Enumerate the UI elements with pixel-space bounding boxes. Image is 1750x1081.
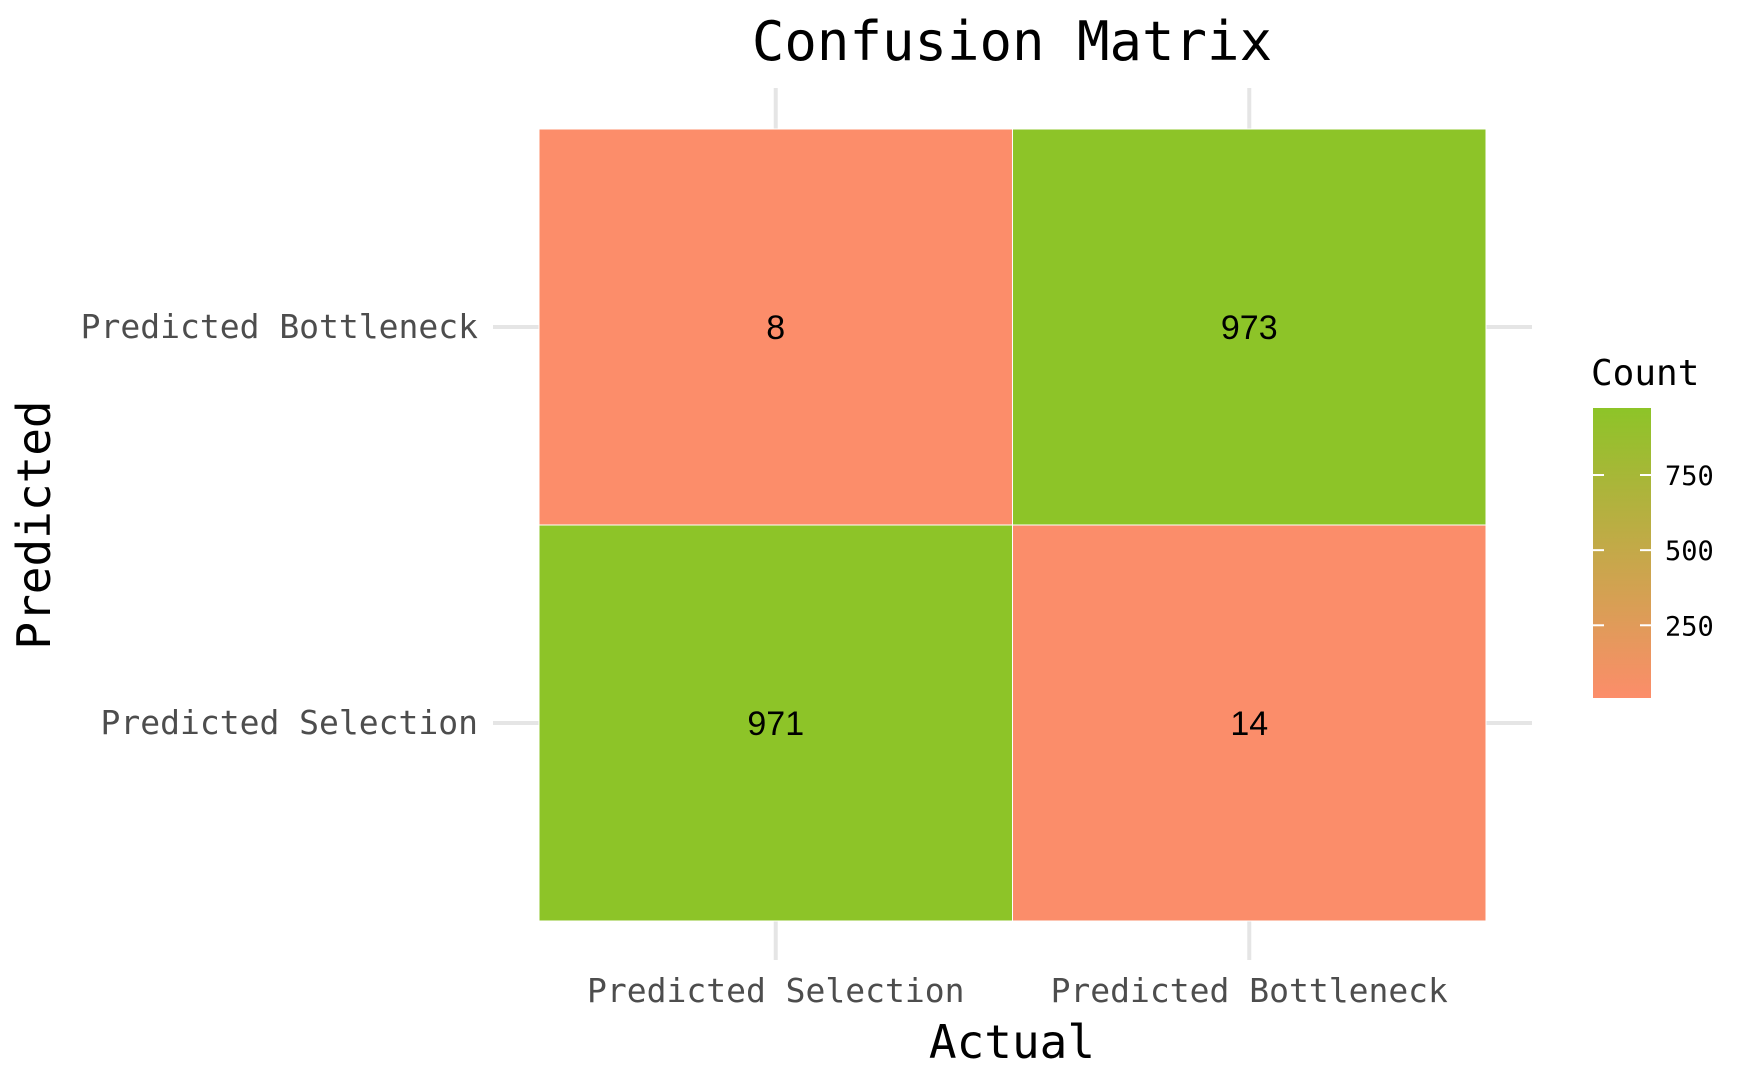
cell-value-label: 14	[1230, 705, 1268, 743]
cell-value-label: 973	[1221, 309, 1278, 347]
legend-colorbar	[1593, 408, 1651, 698]
heatmap-cell	[538, 524, 1013, 922]
heatmap-cell	[1012, 524, 1487, 922]
y-tick-label: Predicted Selection	[101, 703, 479, 742]
legend-tick-label: 750	[1665, 461, 1714, 492]
cell-value-label: 971	[747, 705, 804, 743]
chart-title: Confusion Matrix	[752, 10, 1272, 73]
x-axis-tick-labels: Predicted Selection Predicted Bottleneck	[587, 971, 1448, 1010]
legend-ticks: 250 500 750	[1593, 461, 1714, 642]
x-axis-title: Actual	[929, 1015, 1095, 1069]
heatmap-cell	[538, 128, 1013, 526]
cell-value-label: 8	[766, 309, 785, 347]
legend-tick-label: 250	[1665, 611, 1714, 642]
legend-title: Count	[1591, 353, 1699, 394]
heatmap-cells	[538, 128, 1487, 922]
y-axis-tick-labels: Predicted Selection Predicted Bottleneck	[81, 307, 478, 742]
y-axis-title: Predicted	[7, 400, 61, 649]
cell-value-labels: 8 973 971 14	[747, 309, 1277, 743]
x-tick-label: Predicted Bottleneck	[1051, 971, 1448, 1010]
y-tick-label: Predicted Bottleneck	[81, 307, 478, 346]
x-tick-label: Predicted Selection	[587, 971, 965, 1010]
legend-tick-label: 500	[1665, 536, 1714, 567]
color-legend: Count 250 500 750	[1591, 353, 1714, 698]
